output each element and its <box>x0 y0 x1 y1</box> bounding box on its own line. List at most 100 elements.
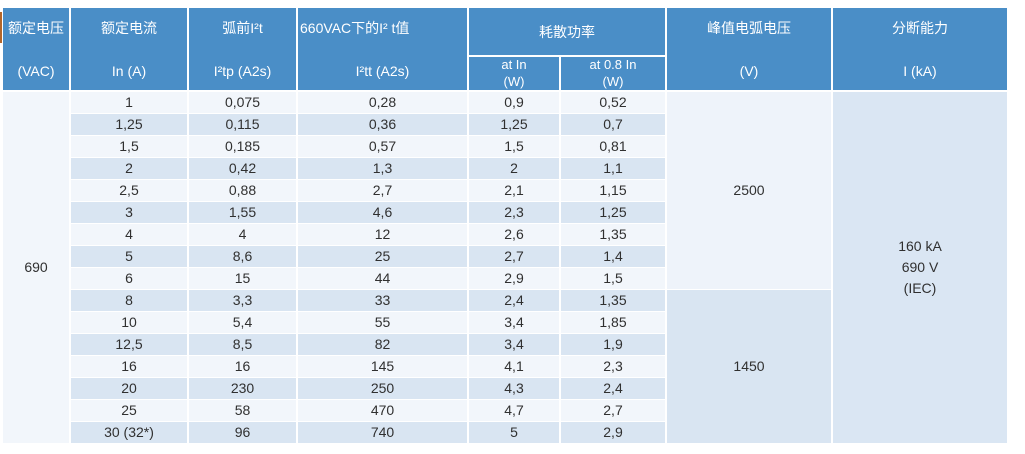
cell-power-at-in: 3,4 <box>468 311 561 334</box>
cell-i2t-660vac: 145 <box>297 355 469 378</box>
cell-power-at-08in: 2,7 <box>560 399 667 422</box>
table-row: 2,5 0,88 2,7 2,1 1,15 <box>3 179 1008 202</box>
header-at-08in: at 0.8 In (W) <box>560 56 667 91</box>
cell-rated-current: 8 <box>70 289 189 312</box>
table-row: 12,5 8,5 82 3,4 1,9 <box>3 333 1008 356</box>
cell-power-at-in: 2,9 <box>468 267 561 290</box>
cell-i2t-660vac: 25 <box>297 245 469 268</box>
cell-power-at-08in: 1,9 <box>560 333 667 356</box>
cell-power-at-in: 2,4 <box>468 289 561 312</box>
cell-power-at-08in: 1,5 <box>560 267 667 290</box>
header-breaking-capacity-label: 分断能力 <box>892 20 948 36</box>
cell-power-at-in: 0,9 <box>468 91 561 114</box>
header-at-in-label: at In <box>501 57 527 73</box>
table-row: 8 3,3 33 2,4 1,35 1450 <box>3 289 1008 444</box>
header-at-in: at In (W) <box>468 56 561 91</box>
cell-rated-current: 10 <box>70 311 189 334</box>
breaking-capacity-cell: 160 kA 690 V (IEC) <box>832 91 1009 444</box>
cell-prearc-i2t: 0,115 <box>188 113 298 136</box>
cell-rated-current: 1 <box>70 91 189 114</box>
cell-prearc-i2t: 16 <box>188 355 298 378</box>
cell-prearc-i2t: 0,42 <box>188 157 298 180</box>
cell-prearc-i2t: 0,075 <box>188 91 298 114</box>
cell-power-at-in: 2,1 <box>468 179 561 202</box>
table-row: 6 15 44 2,9 1,5 <box>3 267 1008 290</box>
cell-power-at-08in: 0,52 <box>560 91 667 114</box>
cell-rated-current: 30 (32*) <box>70 421 189 444</box>
header-rated-current-label: 额定电流 <box>101 20 157 36</box>
cell-power-at-in: 3,4 <box>468 333 561 356</box>
cell-power-at-08in: 1,15 <box>560 179 667 202</box>
cell-power-at-in: 4,1 <box>468 355 561 378</box>
cell-prearc-i2t: 96 <box>188 421 298 444</box>
table-row: 30 (32*) 96 740 5 2,9 <box>3 421 1008 444</box>
cell-i2t-660vac: 1,3 <box>297 157 469 180</box>
cell-power-at-08in: 2,3 <box>560 355 667 378</box>
cell-prearc-i2t: 4 <box>188 223 298 246</box>
header-rated-voltage-label: 额定电压 <box>8 20 64 36</box>
cell-rated-current: 1,5 <box>70 135 189 158</box>
header-breaking-capacity-unit: I (kA) <box>903 62 937 79</box>
cell-power-at-in: 4,3 <box>468 377 561 400</box>
cell-prearc-i2t: 8,5 <box>188 333 298 356</box>
cell-power-at-in: 5 <box>468 421 561 444</box>
cell-i2t-660vac: 470 <box>297 399 469 422</box>
cell-i2t-660vac: 4,6 <box>297 201 469 224</box>
cell-power-at-in: 1,25 <box>468 113 561 136</box>
breaking-capacity-line: 160 kA <box>898 237 942 254</box>
header-prearc-i2t: 弧前I²t I²tp (A2s) <box>188 8 298 91</box>
cell-rated-current: 16 <box>70 355 189 378</box>
header-rated-current: 额定电流 In (A) <box>70 8 189 91</box>
header-rated-current-unit: In (A) <box>111 62 147 79</box>
table-row: 16 16 145 4,1 2,3 <box>3 355 1008 378</box>
cell-rated-current: 25 <box>70 399 189 422</box>
peak-arc-voltage-cell: 2500 <box>666 91 833 290</box>
cell-power-at-08in: 1,85 <box>560 311 667 334</box>
table-row: 1,25 0,115 0,36 1,25 0,7 <box>3 113 1008 136</box>
cell-i2t-660vac: 0,36 <box>297 113 469 136</box>
header-i2t-660vac-unit: I²tt (A2s) <box>355 62 410 79</box>
cell-prearc-i2t: 15 <box>188 267 298 290</box>
header-peak-arc-voltage-label: 峰值电弧电压 <box>707 20 791 36</box>
cell-i2t-660vac: 12 <box>297 223 469 246</box>
cell-rated-current: 2,5 <box>70 179 189 202</box>
header-i2t-660vac: 660VAC下的I² t值 I²tt (A2s) <box>297 8 469 91</box>
cell-i2t-660vac: 0,57 <box>297 135 469 158</box>
cell-power-at-08in: 1,35 <box>560 289 667 312</box>
rated-voltage-cell: 690 <box>3 91 71 444</box>
cell-rated-current: 5 <box>70 245 189 268</box>
table-row: 3 1,55 4,6 2,3 1,25 <box>3 201 1008 224</box>
cell-rated-current: 20 <box>70 377 189 400</box>
cell-power-at-in: 4,7 <box>468 399 561 422</box>
cell-i2t-660vac: 33 <box>297 289 469 312</box>
cell-i2t-660vac: 740 <box>297 421 469 444</box>
header-peak-arc-voltage: 峰值电弧电压 (V) <box>666 8 833 91</box>
cell-power-at-in: 2,7 <box>468 245 561 268</box>
cell-power-at-in: 2,3 <box>468 201 561 224</box>
table-row: 690 1 0,075 0,28 0,9 0,52 2500 160 kA 690 V (IEC) <box>3 91 1009 444</box>
table-row: 5 8,6 25 2,7 1,4 <box>3 245 1008 268</box>
table-row: 2 0,42 1,3 2 1,1 <box>3 157 1008 180</box>
fuse-spec-table: 额定电压 (VAC) 额定电流 In (A) 弧前I²t I²tp (A2s) <box>3 8 1009 444</box>
cell-power-at-in: 2 <box>468 157 561 180</box>
cell-i2t-660vac: 0,28 <box>297 91 469 114</box>
cell-prearc-i2t: 230 <box>188 377 298 400</box>
cell-power-at-in: 2,6 <box>468 223 561 246</box>
left-accent-mark <box>0 12 2 43</box>
cell-rated-current: 12,5 <box>70 333 189 356</box>
peak-arc-voltage-cell: 1450 <box>666 289 833 444</box>
cell-prearc-i2t: 58 <box>188 399 298 422</box>
table-row: 1,5 0,185 0,57 1,5 0,81 <box>3 135 1008 158</box>
cell-rated-current: 2 <box>70 157 189 180</box>
cell-prearc-i2t: 0,88 <box>188 179 298 202</box>
header-rated-voltage: 额定电压 (VAC) <box>3 8 71 91</box>
table-body: 690 1 0,075 0,28 0,9 0,52 2500 160 kA 690 V (IEC)… <box>3 91 1009 444</box>
header-at-in-unit: (W) <box>503 73 525 89</box>
breaking-capacity-line: (IEC) <box>903 279 937 296</box>
header-prearc-i2t-unit: I²tp (A2s) <box>213 62 272 79</box>
cell-power-at-08in: 1,25 <box>560 201 667 224</box>
table-row: 4 4 12 2,6 1,35 <box>3 223 1008 246</box>
cell-i2t-660vac: 250 <box>297 377 469 400</box>
cell-i2t-660vac: 55 <box>297 311 469 334</box>
cell-prearc-i2t: 8,6 <box>188 245 298 268</box>
